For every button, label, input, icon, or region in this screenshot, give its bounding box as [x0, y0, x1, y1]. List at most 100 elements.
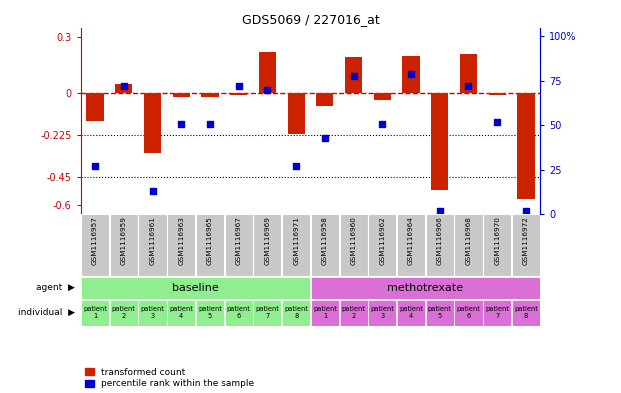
Bar: [345, 57, 362, 93]
Point: [90, 163, 100, 169]
Text: patient
4: patient 4: [170, 306, 193, 319]
Point: [291, 163, 301, 169]
Text: GSM1116957: GSM1116957: [92, 216, 98, 265]
Bar: [288, 93, 305, 134]
Bar: [225, 214, 253, 276]
Text: patient
4: patient 4: [399, 306, 423, 319]
Point: [378, 120, 388, 127]
Bar: [455, 214, 483, 276]
Bar: [397, 214, 425, 276]
Bar: [138, 214, 166, 276]
Bar: [253, 300, 281, 326]
Bar: [512, 214, 540, 276]
Bar: [340, 214, 368, 276]
Text: patient
3: patient 3: [140, 306, 165, 319]
Bar: [340, 300, 368, 326]
Bar: [316, 93, 333, 106]
Point: [406, 71, 416, 77]
Bar: [225, 300, 253, 326]
Text: GSM1116960: GSM1116960: [351, 216, 356, 265]
Point: [521, 208, 531, 214]
Point: [119, 83, 129, 89]
Bar: [368, 214, 396, 276]
Text: GSM1116966: GSM1116966: [437, 216, 443, 265]
Text: patient
5: patient 5: [198, 306, 222, 319]
Text: patient
6: patient 6: [456, 306, 481, 319]
Bar: [517, 93, 535, 199]
Bar: [167, 214, 196, 276]
Bar: [110, 214, 138, 276]
Bar: [196, 300, 224, 326]
Bar: [483, 214, 511, 276]
Text: GSM1116967: GSM1116967: [236, 216, 242, 265]
Point: [263, 86, 273, 93]
Text: patient
3: patient 3: [370, 306, 394, 319]
Bar: [282, 214, 310, 276]
Bar: [116, 83, 132, 93]
Bar: [196, 214, 224, 276]
Point: [176, 120, 186, 127]
Bar: [81, 277, 310, 299]
Text: patient
6: patient 6: [227, 306, 251, 319]
Legend: transformed count, percentile rank within the sample: transformed count, percentile rank withi…: [85, 368, 255, 389]
Bar: [81, 300, 109, 326]
Bar: [230, 93, 247, 95]
Text: patient
2: patient 2: [112, 306, 136, 319]
Bar: [455, 300, 483, 326]
Bar: [310, 300, 339, 326]
Bar: [253, 214, 281, 276]
Text: GSM1116961: GSM1116961: [150, 216, 155, 265]
Bar: [138, 300, 166, 326]
Bar: [110, 300, 138, 326]
Bar: [282, 300, 310, 326]
Text: GSM1116970: GSM1116970: [494, 216, 500, 265]
Bar: [397, 300, 425, 326]
Point: [233, 83, 243, 89]
Text: GSM1116964: GSM1116964: [408, 216, 414, 265]
Point: [348, 72, 358, 79]
Text: patient
1: patient 1: [313, 306, 337, 319]
Text: GSM1116963: GSM1116963: [178, 216, 184, 265]
Text: patient
8: patient 8: [514, 306, 538, 319]
Text: GSM1116958: GSM1116958: [322, 216, 328, 265]
Bar: [425, 214, 454, 276]
Text: methotrexate: methotrexate: [388, 283, 463, 293]
Title: GDS5069 / 227016_at: GDS5069 / 227016_at: [242, 13, 379, 26]
Bar: [81, 214, 109, 276]
Text: agent  ▶: agent ▶: [35, 283, 75, 292]
Bar: [402, 55, 420, 93]
Point: [435, 208, 445, 214]
Bar: [460, 53, 477, 93]
Bar: [86, 93, 104, 121]
Bar: [483, 300, 511, 326]
Text: patient
5: patient 5: [428, 306, 451, 319]
Bar: [374, 93, 391, 100]
Text: patient
7: patient 7: [485, 306, 509, 319]
Point: [492, 119, 502, 125]
Bar: [512, 300, 540, 326]
Bar: [425, 300, 454, 326]
Text: patient
8: patient 8: [284, 306, 308, 319]
Bar: [201, 93, 219, 97]
Text: GSM1116968: GSM1116968: [466, 216, 471, 265]
Text: patient
7: patient 7: [255, 306, 279, 319]
Point: [320, 134, 330, 141]
Bar: [431, 93, 448, 190]
Text: GSM1116965: GSM1116965: [207, 216, 213, 265]
Text: baseline: baseline: [172, 283, 219, 293]
Point: [205, 120, 215, 127]
Text: patient
2: patient 2: [342, 306, 366, 319]
Text: GSM1116971: GSM1116971: [293, 216, 299, 265]
Bar: [368, 300, 396, 326]
Text: individual  ▶: individual ▶: [17, 308, 75, 317]
Point: [463, 83, 473, 89]
Text: patient
1: patient 1: [83, 306, 107, 319]
Bar: [144, 93, 161, 152]
Text: GSM1116972: GSM1116972: [523, 216, 529, 265]
Bar: [310, 214, 339, 276]
Bar: [310, 277, 540, 299]
Bar: [259, 52, 276, 93]
Bar: [173, 93, 190, 97]
Bar: [167, 300, 196, 326]
Point: [148, 188, 158, 194]
